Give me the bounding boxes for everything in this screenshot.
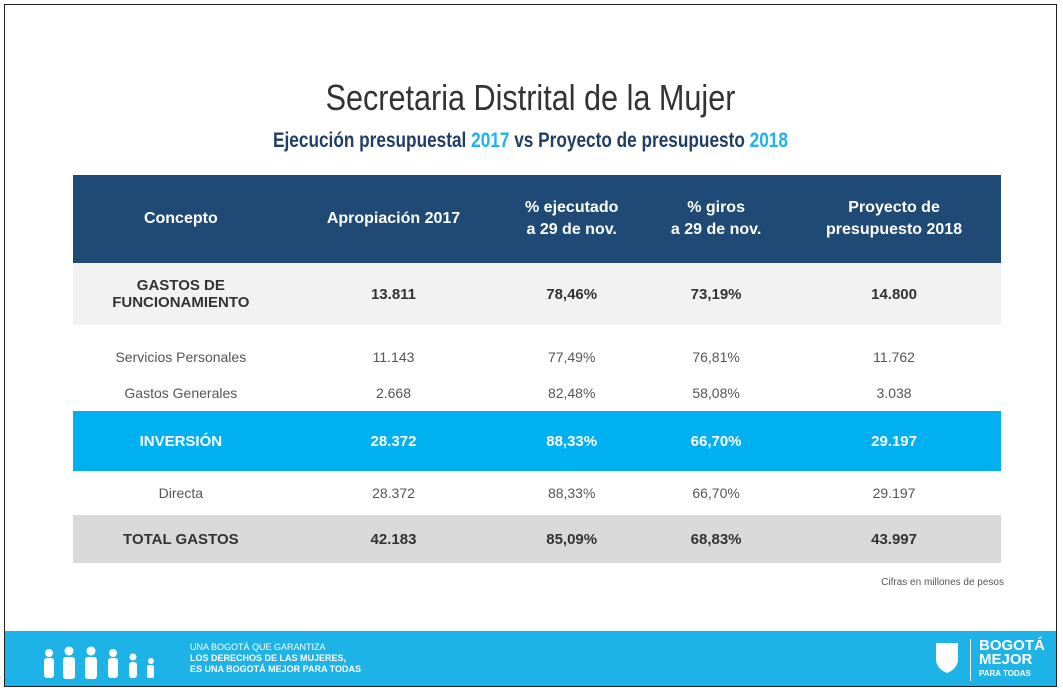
header-line: Concepto <box>143 210 218 227</box>
logo-line: MEJOR <box>979 651 1033 668</box>
header-line: Proyecto de <box>848 199 940 216</box>
table-row: Directa 28.372 88,33% 66,70% 29.197 <box>73 471 1001 515</box>
subtitle-part: vs Proyecto de presupuesto <box>509 129 750 152</box>
value-cell: 11.143 <box>372 349 415 365</box>
table-row: INVERSIÓN 28.372 88,33% 66,70% 29.197 <box>73 411 1001 471</box>
concept-line: Gastos Generales <box>124 385 238 401</box>
value-cell: 85,09% <box>498 515 646 563</box>
note: Cifras en millones de pesos <box>881 577 1004 588</box>
concept-cell: Directa <box>73 471 289 515</box>
concept-line: TOTAL GASTOS <box>123 530 239 548</box>
header-line: a 29 de nov. <box>670 221 762 238</box>
subtitle-part: Ejecución presupuestal <box>273 129 472 152</box>
concept-line: Directa <box>158 485 204 501</box>
subtitle-year: 2017 <box>471 129 510 152</box>
value-cell: 77,49% <box>547 349 596 365</box>
header-cell: % ejecutado a 29 de nov. <box>498 175 646 263</box>
value-cell: 66,70% <box>692 485 740 501</box>
value-cell: 82,48% <box>547 385 596 401</box>
concept-line: GASTOS DE <box>136 277 225 294</box>
table-row: TOTAL GASTOS 42.183 85,09% 68,83% 43.997 <box>73 515 1001 563</box>
value-cell: 76,81% <box>692 349 740 365</box>
concept-line: FUNCIONAMIENTO <box>112 294 250 311</box>
logo-line: PARA TODAS <box>979 669 1031 678</box>
header-line: a 29 de nov. <box>526 221 617 238</box>
header-cell: Concepto <box>73 175 289 263</box>
logo-line: BOGOTÁ <box>979 637 1045 654</box>
value-cell: 66,70% <box>645 411 788 471</box>
value-cell: 73,19% <box>645 263 788 325</box>
concept-line: Servicios Personales <box>115 349 247 365</box>
table-row: Gastos Generales 2.668 82,48% 58,08% 3.038 <box>73 375 1001 411</box>
value-cell: 58,08% <box>692 385 740 401</box>
concept-cell: Gastos Generales <box>73 375 289 411</box>
value-cell: 11.762 <box>873 349 915 365</box>
value-cell: 43.997 <box>787 515 1001 563</box>
value-cell: 68,83% <box>645 515 788 563</box>
value-cell: 13.811 <box>288 263 499 325</box>
shield-icon <box>936 643 958 673</box>
value-cell: 29.197 <box>872 485 916 501</box>
table-row: Servicios Personales 11.143 77,49% 76,81% 11… <box>73 325 1001 375</box>
concept-cell: TOTAL GASTOS <box>73 515 289 563</box>
header-row: Concepto Apropiación 2017 % ejecutado a 29 … <box>73 175 1001 263</box>
value-cell: 3.038 <box>876 385 912 401</box>
value-cell: 28.372 <box>288 411 499 471</box>
logo: BOGOTÁ MEJOR PARA TODAS <box>970 637 1045 681</box>
concept-cell: INVERSIÓN <box>73 411 289 471</box>
concept-cell: Servicios Personales <box>73 325 289 375</box>
slogan-line: ES UNA BOGOTÁ MEJOR PARA TODAS <box>190 664 362 674</box>
header-cell: Proyecto de presupuesto 2018 <box>787 175 1001 263</box>
footer: UNA BOGOTÁ QUE GARANTIZA LOS DERECHOS DE… <box>5 631 1056 686</box>
concept-cell: GASTOS DE FUNCIONAMIENTO <box>73 263 289 325</box>
header-line: % giros <box>687 199 745 216</box>
header-line: presupuesto 2018 <box>826 221 963 238</box>
value-cell: 88,33% <box>547 485 596 501</box>
value-cell: 29.197 <box>787 411 1001 471</box>
value-cell: 78,46% <box>498 263 646 325</box>
value-cell: 2.668 <box>375 385 412 401</box>
slogan-line: UNA BOGOTÁ QUE GARANTIZA <box>190 642 326 652</box>
people-icons <box>44 646 154 679</box>
subtitle-year: 2018 <box>749 129 788 152</box>
slogan-line: LOS DERECHOS DE LAS MUJERES, <box>190 653 347 663</box>
concept-line: INVERSIÓN <box>139 432 223 450</box>
title: Secretaria Distrital de la Mujer <box>325 77 736 118</box>
slogan: UNA BOGOTÁ QUE GARANTIZA LOS DERECHOS DE… <box>190 642 361 675</box>
header-line: Apropiación 2017 <box>326 210 461 227</box>
header-cell: % giros a 29 de nov. <box>645 175 788 263</box>
table-row: GASTOS DE FUNCIONAMIENTO 13.811 78,46% 73,19… <box>73 263 1001 325</box>
value-cell: 88,33% <box>498 411 646 471</box>
subtitle: Ejecución presupuestal 2017 vs Proyecto … <box>100 129 962 153</box>
header-cell: Apropiación 2017 <box>288 175 499 263</box>
budget-table: Concepto Apropiación 2017 % ejecutado a 29 … <box>73 175 1001 563</box>
value-cell: 14.800 <box>787 263 1001 325</box>
slide: Secretaria Distrital de la Mujer Ejecuci… <box>4 4 1057 687</box>
header-line: % ejecutado <box>525 199 619 216</box>
value-cell: 42.183 <box>288 515 499 563</box>
value-cell: 28.372 <box>372 485 415 501</box>
